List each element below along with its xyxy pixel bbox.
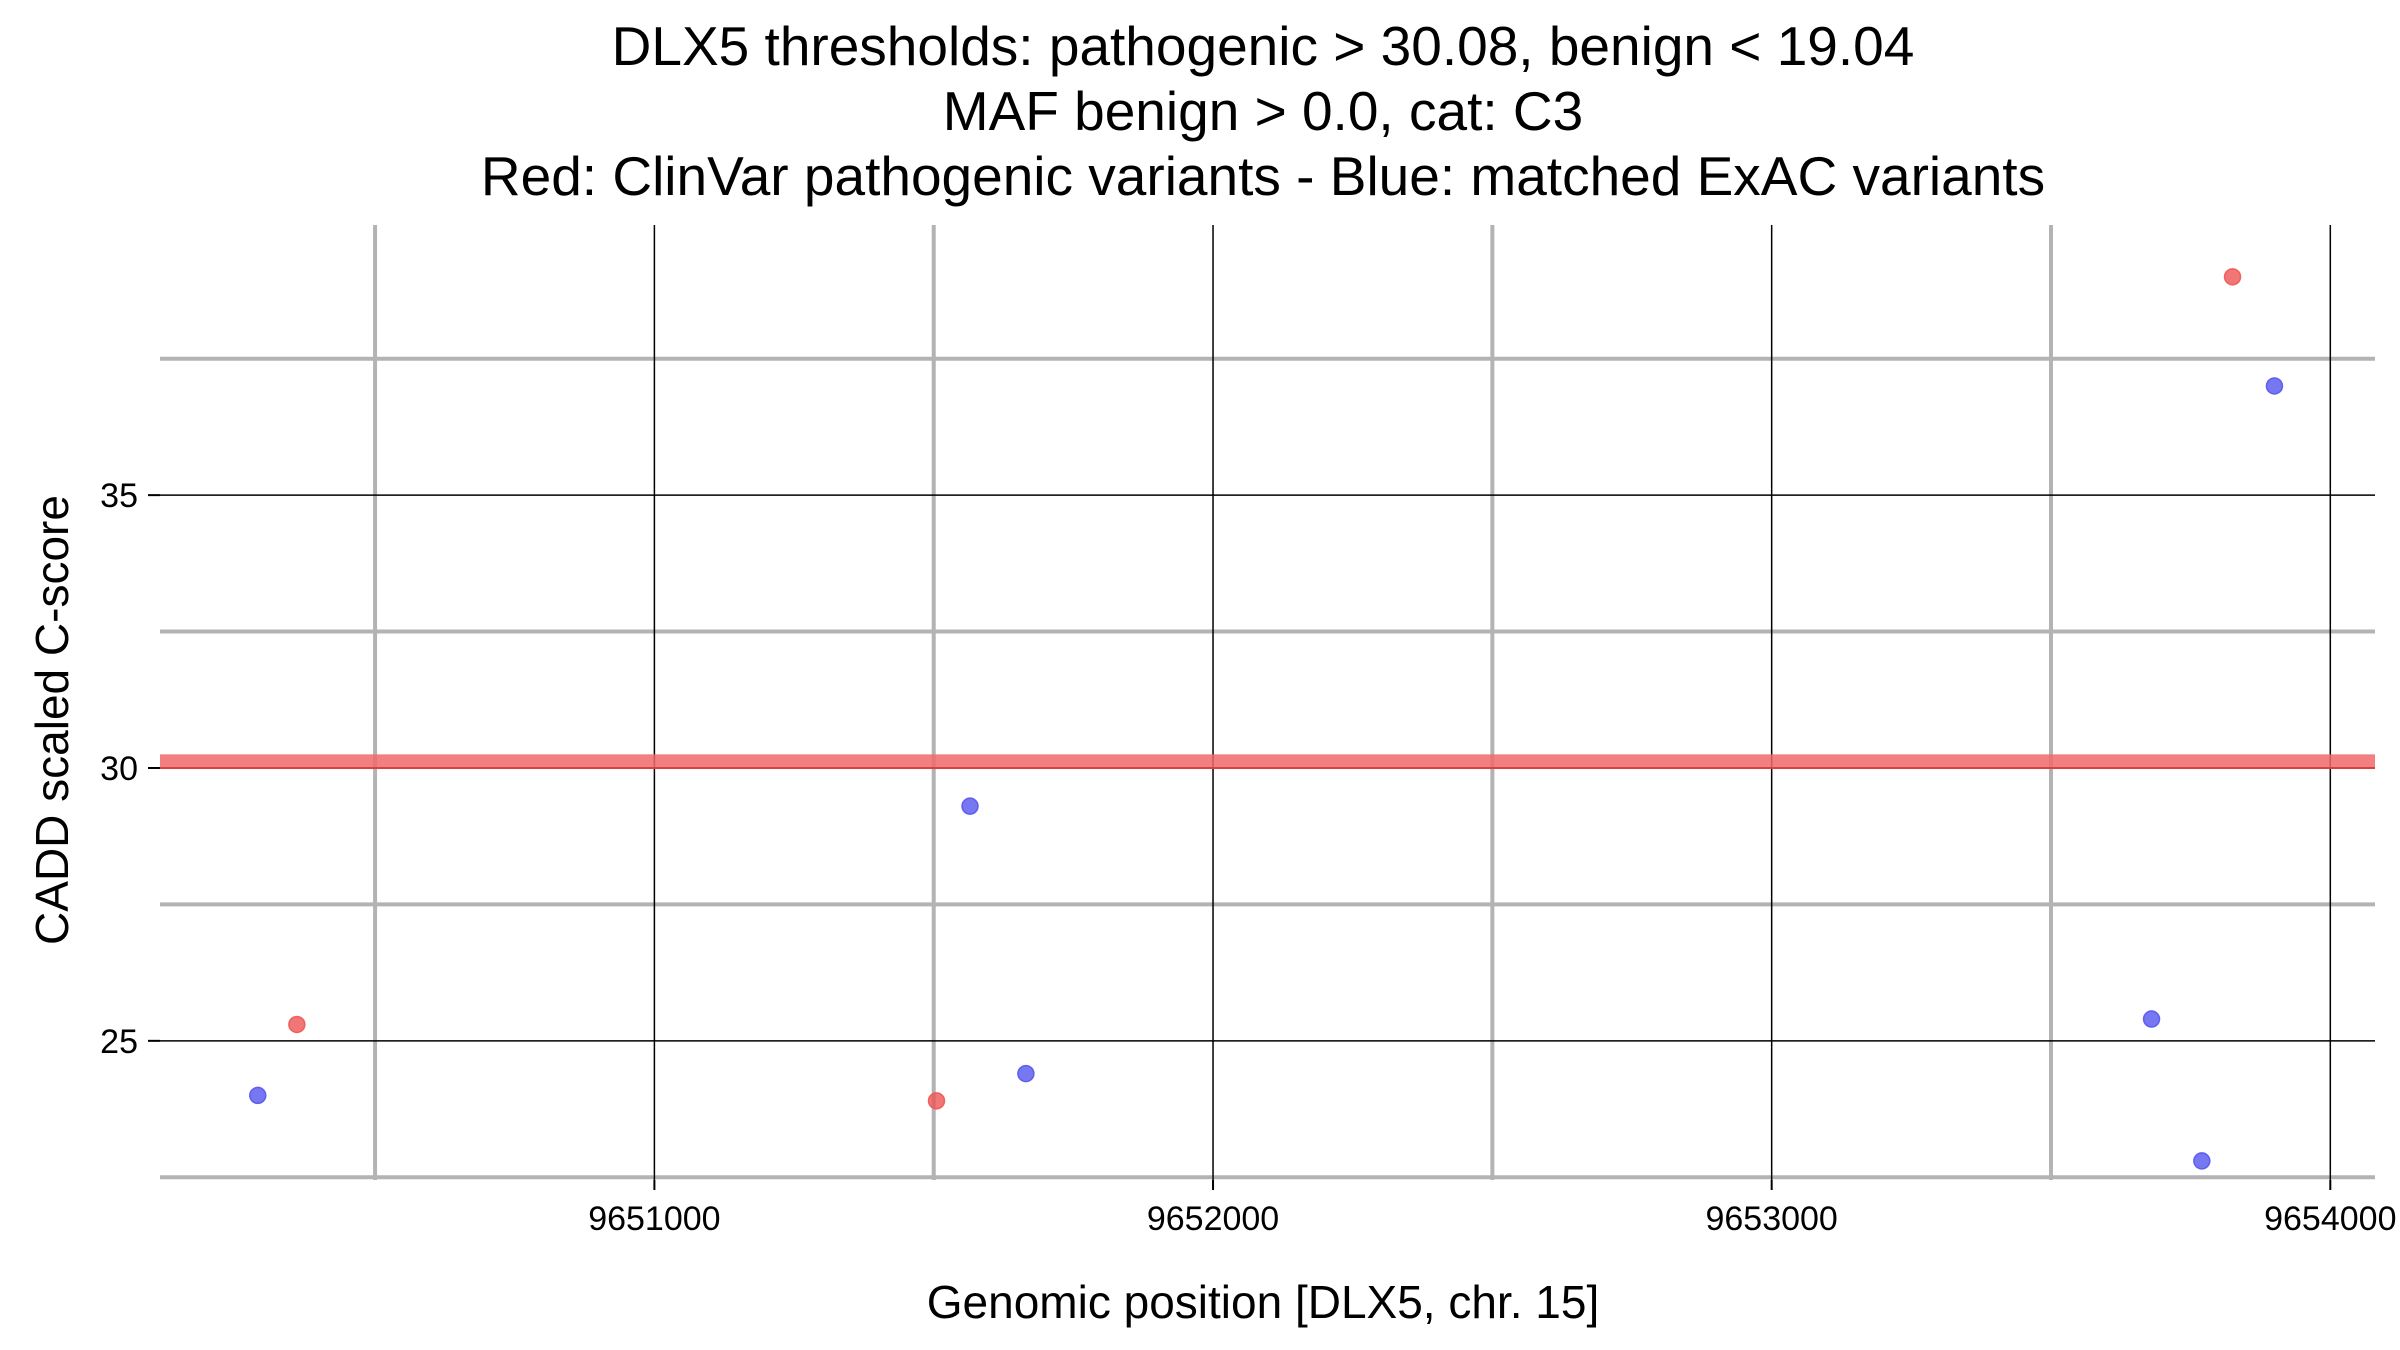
x-tick-label: 9653000 — [1705, 1200, 1837, 1238]
data-points — [249, 268, 2284, 1170]
axis-ticks: 9651000 9652000 9653000 9654000 25 30 35 — [100, 477, 2396, 1238]
exac-matched-point — [2265, 377, 2284, 395]
title-line-1: DLX5 thresholds: pathogenic > 30.08, ben… — [612, 15, 1915, 77]
exac-matched-point — [961, 797, 979, 815]
y-axis-label: CADD scaled C-score — [26, 495, 78, 945]
threshold-band-layer — [160, 754, 2375, 769]
clinvar-pathogenic-point — [927, 1092, 946, 1110]
exac-matched-point — [249, 1086, 267, 1105]
exac-matched-point — [1017, 1064, 1035, 1083]
y-tick-label: 30 — [100, 750, 138, 788]
x-axis-label: Genomic position [DLX5, chr. 15] — [927, 1276, 1599, 1328]
title-line-2: MAF benign > 0.0, cat: C3 — [943, 80, 1583, 142]
minor-grid — [160, 225, 2375, 1180]
major-grid — [160, 225, 2375, 1180]
y-tick-label: 25 — [100, 1023, 138, 1061]
clinvar-pathogenic-point — [288, 1015, 306, 1034]
exac-matched-point — [2142, 1010, 2161, 1028]
title-line-3: Red: ClinVar pathogenic variants - Blue:… — [481, 145, 2045, 207]
exac-matched-point — [2193, 1152, 2211, 1170]
x-tick-label: 9651000 — [588, 1200, 720, 1238]
pathogenic-threshold-band — [160, 754, 2375, 768]
chart-title: DLX5 thresholds: pathogenic > 30.08, ben… — [481, 15, 2045, 207]
y-tick-label: 35 — [100, 477, 138, 515]
x-tick-label: 9654000 — [2264, 1200, 2396, 1238]
x-tick-label: 9652000 — [1147, 1200, 1279, 1238]
clinvar-pathogenic-point — [2223, 268, 2242, 286]
